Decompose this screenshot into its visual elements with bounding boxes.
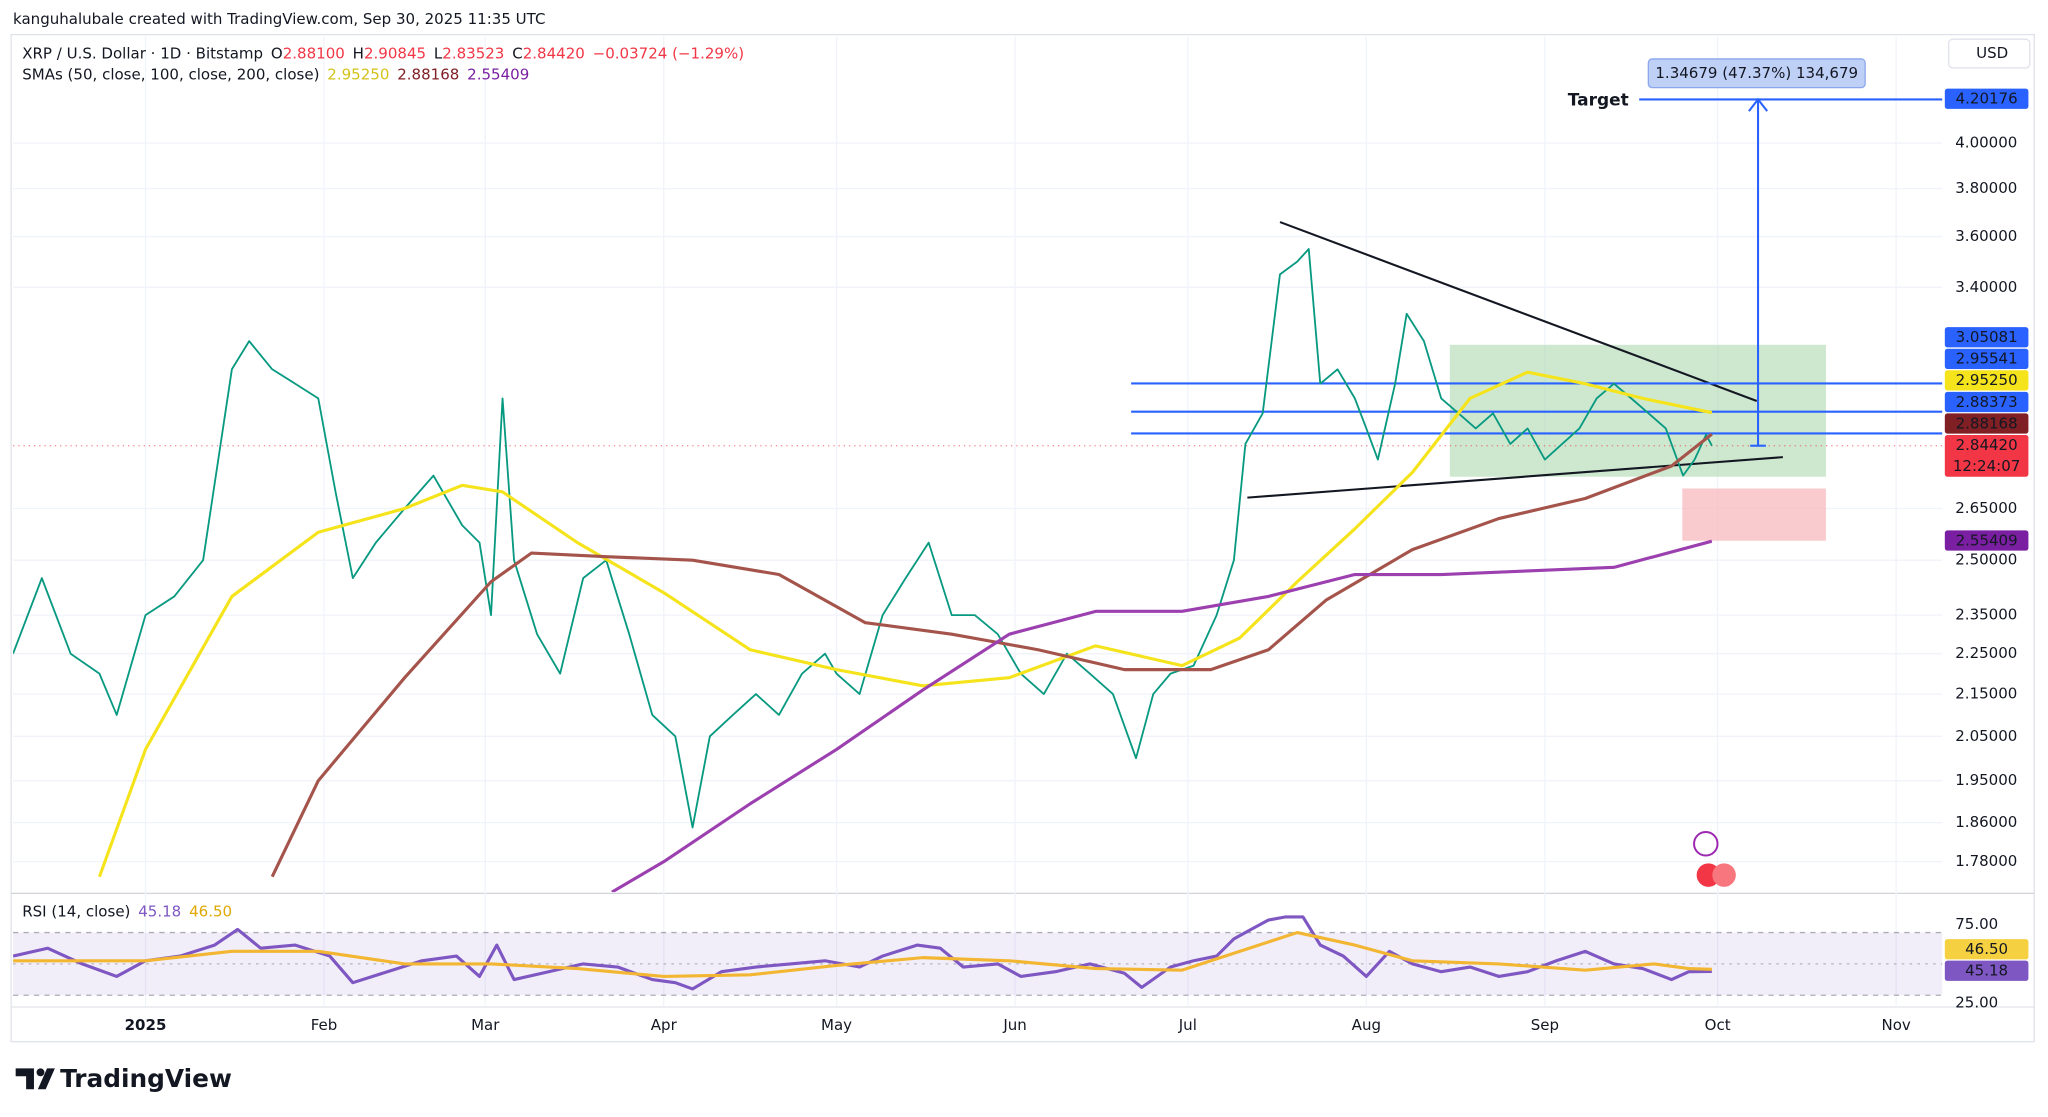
price-tag-label: 45.18 — [1965, 962, 2008, 980]
x-tick-label: Apr — [651, 1016, 678, 1034]
currency-box[interactable] — [1948, 38, 2031, 69]
trend-line — [1247, 456, 1783, 499]
logo-part — [37, 1068, 55, 1090]
price-tag — [1944, 88, 2029, 109]
price-line — [13, 248, 1713, 829]
y-tick-label: 75.00 — [1955, 915, 1998, 933]
rsi-title: RSI (14, close) — [22, 902, 130, 920]
y-tick-label: 2.50000 — [1955, 551, 2017, 569]
price-tag-label: 2.55409 — [1956, 531, 2018, 549]
countdown: 12:24:07 — [1953, 457, 2020, 475]
y-tick-label: 1.95000 — [1955, 771, 2017, 789]
rsi-value: 45.18 — [138, 902, 181, 920]
x-tick-label: Sep — [1531, 1016, 1559, 1034]
logo-part — [15, 1068, 34, 1090]
stop-zone — [1682, 488, 1826, 541]
sma-value: 2.55409 — [467, 65, 529, 83]
attribution: kanguhalubale created with TradingView.c… — [13, 10, 545, 28]
price-tag-label: 2.88168 — [1956, 414, 2018, 432]
event-icon[interactable] — [1693, 831, 1719, 857]
ohlc-value: 2.84420 — [523, 44, 585, 62]
x-tick-label: May — [821, 1016, 852, 1034]
y-tick-label: 25.00 — [1955, 994, 1998, 1012]
price-tag-label: 2.84420 — [1956, 436, 2018, 454]
symbol: XRP / U.S. Dollar · 1D · Bitstamp — [22, 44, 263, 62]
currency[interactable]: USD — [1976, 44, 2008, 62]
target-label: Target — [1568, 91, 1629, 111]
price-tag-label: 2.95250 — [1956, 371, 2018, 389]
price-tag — [1944, 413, 2029, 434]
rsi-ma-value: 46.50 — [189, 902, 232, 920]
y-tick-label: 1.86000 — [1955, 813, 2017, 831]
price-tag — [1944, 327, 2029, 348]
indicator-line — [13, 915, 1712, 991]
price-tag — [1944, 939, 2029, 960]
sma-value: 2.95250 — [327, 65, 389, 83]
ohlc-key: C — [512, 44, 523, 62]
sma-title: SMAs (50, close, 100, close, 200, close) — [22, 65, 319, 83]
sma-legend: SMAs (50, close, 100, close, 200, close)… — [22, 65, 529, 83]
price-tag-label: 2.95541 — [1956, 350, 2018, 368]
y-tick-label: 2.05000 — [1955, 727, 2017, 745]
x-tick-label: 2025 — [125, 1016, 167, 1034]
x-tick-label: Nov — [1881, 1016, 1910, 1034]
price-tag — [1944, 348, 2029, 369]
price-tag — [1944, 960, 2029, 981]
indicator-line — [611, 539, 1713, 893]
chart-frame — [10, 33, 2035, 1043]
y-tick-label: 1.78000 — [1955, 852, 2017, 870]
price-tag-label: 3.05081 — [1956, 328, 2018, 346]
y-tick-label: 3.60000 — [1955, 227, 2017, 245]
arrow-head — [1748, 97, 1769, 112]
ohlc-key: L — [434, 44, 443, 62]
y-tick-label: 4.00000 — [1955, 134, 2017, 152]
plot: 4.00000 3.80000 3.60000 3.40000 2.65000 2.500… — [13, 58, 2029, 1034]
price-tag-label: 46.50 — [1965, 940, 2008, 958]
trend-line — [1279, 221, 1758, 402]
price-tag — [1944, 530, 2029, 551]
price-tag-label: 2.88373 — [1956, 393, 2018, 411]
x-tick-label: Jun — [1002, 1016, 1026, 1034]
y-tick-label: 3.80000 — [1955, 179, 2017, 197]
ohlc-value: 2.83523 — [442, 44, 504, 62]
sma-value: 2.88168 — [397, 65, 459, 83]
price-tag — [1944, 434, 2029, 477]
price-tag — [1944, 391, 2029, 413]
change: −0.03724 (−1.29%) — [593, 44, 744, 62]
x-tick-label: Oct — [1705, 1016, 1731, 1034]
symbol-legend: XRP / U.S. Dollar · 1D · Bitstamp O2.8810… — [22, 44, 744, 62]
y-tick-label: 2.35000 — [1955, 606, 2017, 624]
measure-label: 1.34679 (47.37%) 134,679 — [1655, 64, 1858, 82]
measure-box — [1647, 58, 1866, 89]
price-tag — [1944, 370, 2029, 391]
brand-logo — [15, 1068, 55, 1090]
x-tick-label: Aug — [1352, 1016, 1381, 1034]
rsi-legend: RSI (14, close) 45.18 46.50 — [22, 902, 232, 920]
x-tick-label: Jul — [1178, 1016, 1197, 1034]
indicator-line — [97, 370, 1713, 878]
y-tick-label: 3.40000 — [1955, 278, 2017, 296]
y-tick-label: 2.15000 — [1955, 685, 2017, 703]
brand: TradingView — [60, 1064, 232, 1093]
ohlc-key: O — [271, 44, 283, 62]
event-icon[interactable] — [1712, 863, 1736, 887]
x-tick-label: Mar — [471, 1016, 500, 1034]
ohlc-key: H — [353, 44, 364, 62]
event-icons[interactable] — [1693, 831, 1736, 887]
logo-part — [36, 1068, 45, 1077]
ohlc-value: 2.88100 — [283, 44, 345, 62]
ohlc-value: 2.90845 — [364, 44, 426, 62]
price-tag-label: 4.20176 — [1956, 90, 2018, 108]
y-tick-label: 2.65000 — [1955, 499, 2017, 517]
x-tick-label: Feb — [311, 1016, 338, 1034]
indicator-line — [13, 930, 1712, 978]
y-tick-label: 2.25000 — [1955, 644, 2017, 662]
